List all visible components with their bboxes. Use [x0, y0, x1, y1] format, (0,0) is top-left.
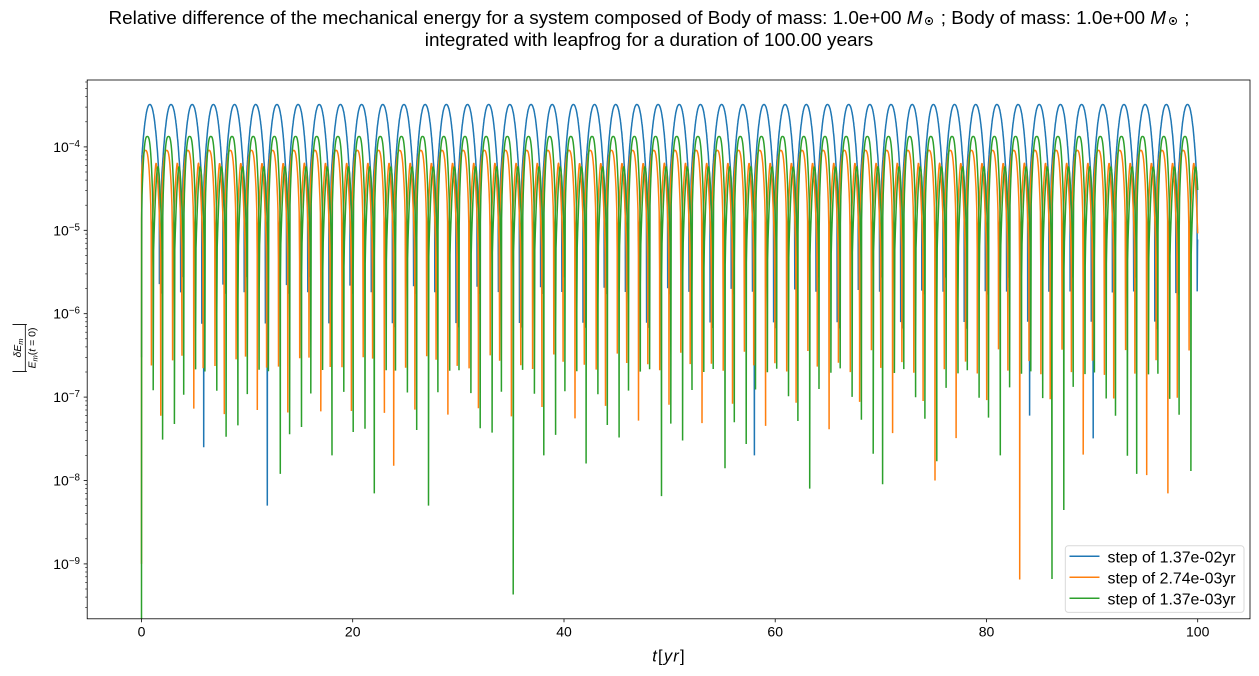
- svg-text:Em(t = 0): Em(t = 0): [26, 328, 39, 369]
- svg-text:t[yr]: t[yr]: [652, 648, 686, 666]
- svg-text:step of 1.37e-02yr: step of 1.37e-02yr: [1108, 549, 1237, 566]
- svg-text:0: 0: [138, 624, 146, 640]
- svg-text:10−7: 10−7: [53, 389, 80, 405]
- svg-text:20: 20: [345, 624, 361, 640]
- svg-text:10−4: 10−4: [53, 139, 80, 155]
- svg-text:60: 60: [767, 624, 783, 640]
- svg-text:step of 1.37e-03yr: step of 1.37e-03yr: [1108, 591, 1237, 608]
- svg-text:step of 2.74e-03yr: step of 2.74e-03yr: [1108, 570, 1237, 587]
- svg-text:10−9: 10−9: [53, 556, 80, 572]
- svg-text:10−8: 10−8: [53, 473, 80, 489]
- svg-text:80: 80: [979, 624, 995, 640]
- svg-text:10−5: 10−5: [53, 222, 80, 238]
- svg-text:100: 100: [1186, 624, 1210, 640]
- svg-text:δEm: δEm: [12, 338, 25, 357]
- svg-text:40: 40: [556, 624, 572, 640]
- svg-text:10−6: 10−6: [53, 306, 80, 322]
